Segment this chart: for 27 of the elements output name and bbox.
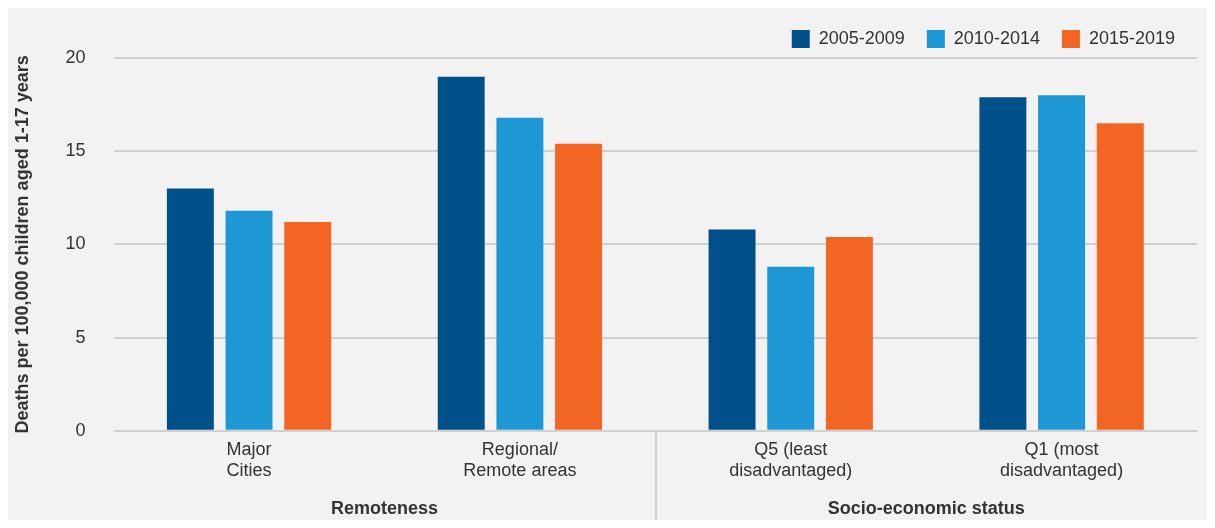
bar — [825, 236, 873, 430]
bar — [1038, 95, 1086, 430]
bar — [225, 210, 273, 430]
bar — [284, 222, 332, 430]
x-tick-label: Q5 (least disadvantaged) — [729, 438, 853, 481]
bar — [166, 188, 214, 430]
x-tick-label: Q1 (most disadvantaged) — [1000, 438, 1124, 481]
x-tick-label: Major Cities — [226, 438, 272, 481]
y-tick-label: 5 — [75, 326, 86, 347]
legend-label: 2005-2009 — [818, 27, 905, 48]
bar — [437, 76, 485, 430]
legend-label: 2015-2019 — [1088, 27, 1176, 48]
text: Socio-economic status — [827, 497, 1025, 518]
y-tick-label: 0 — [75, 419, 86, 440]
y-tick-label: 15 — [65, 140, 86, 161]
legend-label: 2010-2014 — [953, 27, 1040, 48]
bar — [496, 117, 544, 430]
bar — [979, 97, 1027, 430]
text: Remoteness — [330, 497, 438, 518]
bar — [1096, 123, 1144, 430]
bar — [767, 266, 815, 430]
x-tick-label: Regional/ Remote areas — [463, 438, 577, 481]
bar — [708, 229, 756, 430]
y-axis-title: Deaths per 100,000 children aged 1-17 years — [11, 55, 32, 434]
bar — [555, 143, 603, 430]
y-tick-label: 20 — [65, 46, 86, 67]
y-tick-label: 10 — [65, 233, 86, 254]
